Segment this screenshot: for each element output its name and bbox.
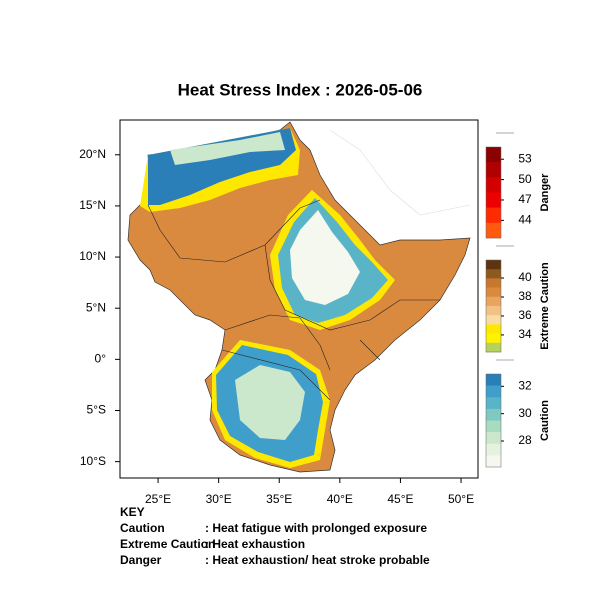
- colorbar-swatch: [486, 385, 501, 398]
- colorbar-frame: [485, 259, 502, 353]
- coastline: [329, 129, 471, 216]
- key-heading: KEY: [120, 505, 145, 519]
- map-frame: [119, 119, 479, 479]
- key-term: Extreme Caution: [120, 537, 215, 551]
- region-pale: [170, 132, 285, 165]
- colorbar-swatch: [486, 342, 501, 353]
- x-tick-label: 50°E: [448, 492, 474, 506]
- colorbar-title: Caution: [539, 400, 551, 441]
- colorbar-tick-label: 44: [518, 213, 532, 227]
- map-title: Heat Stress Index : 2026-05-06: [178, 80, 423, 99]
- colorbar-swatch: [486, 324, 501, 334]
- region-south-pale: [235, 365, 305, 440]
- colorbar-swatch: [486, 269, 501, 279]
- key-description: : Heat fatigue with prolonged exposure: [205, 521, 427, 535]
- colorbar-swatch: [486, 455, 501, 468]
- colorbar-swatch: [486, 278, 501, 288]
- colorbar-tick-label: 40: [518, 270, 532, 284]
- colorbar-swatch: [486, 315, 501, 325]
- map-field: [127, 121, 471, 473]
- colorbar-tick-label: 34: [518, 327, 532, 341]
- colorbar-title: Extreme Caution: [539, 262, 551, 350]
- y-tick-label: 5°N: [86, 300, 106, 314]
- colorbar-frame: [485, 373, 502, 468]
- colorbar-swatch: [486, 192, 501, 208]
- colorbar-tick-label: 53: [518, 151, 532, 165]
- y-tick-label: 10°N: [79, 249, 106, 263]
- colorbar-swatch: [486, 306, 501, 316]
- colorbar-swatch: [486, 260, 501, 270]
- colorbar-swatch: [486, 443, 501, 456]
- colorbar-tick-label: 36: [518, 308, 532, 322]
- colorbar-swatch: [486, 162, 501, 178]
- border: [359, 339, 381, 361]
- colorbar-tick-label: 38: [518, 289, 532, 303]
- colorbar-tick-label: 28: [518, 433, 532, 447]
- y-tick-label: 20°N: [79, 147, 106, 161]
- key-description: : Heat exhaustion: [205, 537, 305, 551]
- colorbar-swatch: [486, 147, 501, 163]
- key-description: : Heat exhaustion/ heat stroke probable: [205, 553, 430, 567]
- colorbar-swatch: [486, 207, 501, 224]
- colorbar-swatch: [486, 432, 501, 445]
- border: [221, 349, 331, 401]
- colorbar-swatch: [486, 333, 501, 344]
- colorbar-tick-label: 32: [518, 378, 532, 392]
- outside-lines: [329, 129, 471, 216]
- colorbar-title: Danger: [539, 173, 551, 212]
- x-tick-label: 25°E: [145, 492, 171, 506]
- colorbar-swatch: [486, 222, 501, 239]
- colorbar-swatch: [486, 374, 501, 386]
- region-white: [290, 210, 360, 305]
- colorbar-swatch: [486, 287, 501, 298]
- colorbar-swatch: [486, 408, 501, 421]
- key: KEY Caution : Heat fatigue with prolonge…: [120, 505, 430, 567]
- x-tick-label: 45°E: [387, 492, 413, 506]
- y-tick-label: 15°N: [79, 198, 106, 212]
- colorbar-swatch: [486, 296, 501, 307]
- colorbar-tick-label: 50: [518, 172, 532, 186]
- x-tick-label: 40°E: [327, 492, 353, 506]
- border: [264, 244, 440, 331]
- x-tick-label: 35°E: [266, 492, 292, 506]
- border: [147, 199, 321, 263]
- y-tick-label: 5°S: [87, 403, 106, 417]
- border: [224, 314, 331, 371]
- key-term: Caution: [120, 521, 165, 535]
- colorbar-tick-label: 47: [518, 192, 532, 206]
- colorbar-swatch: [486, 420, 501, 433]
- y-tick-label: 0°: [95, 352, 107, 366]
- key-term: Danger: [120, 553, 162, 567]
- colorbar-swatch: [486, 177, 501, 193]
- colorbar-tick-label: 30: [518, 406, 532, 420]
- y-tick-label: 10°S: [80, 454, 106, 468]
- colorbar-frame: [485, 146, 502, 239]
- x-tick-label: 30°E: [206, 492, 232, 506]
- borders: [147, 199, 440, 401]
- colorbar-swatch: [486, 397, 501, 410]
